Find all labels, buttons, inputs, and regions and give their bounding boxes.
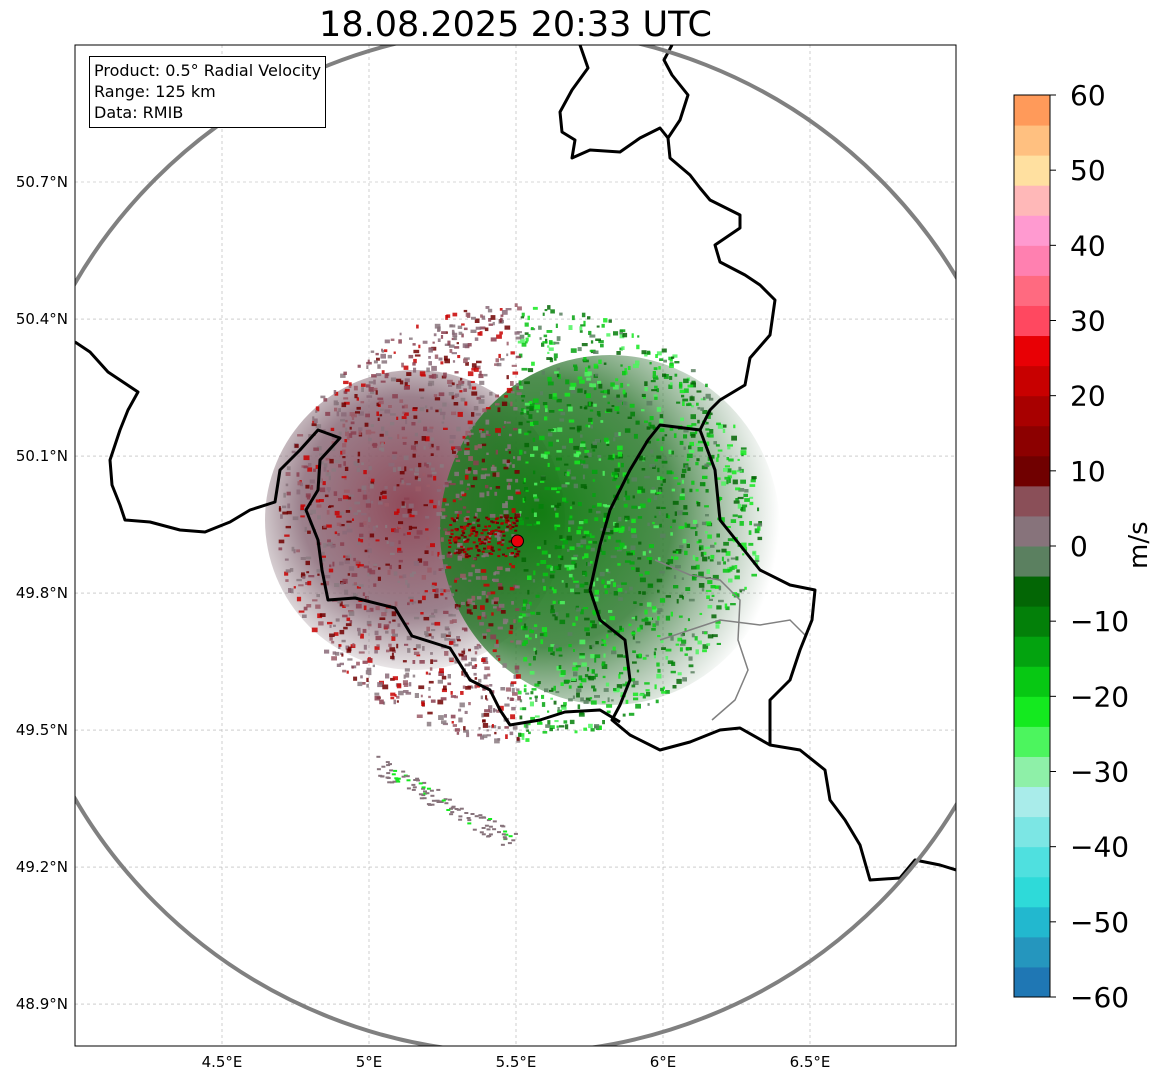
colorbar-segment — [1014, 576, 1050, 607]
x-tick-label: 6.5°E — [790, 1053, 831, 1071]
colorbar-segment — [1014, 125, 1050, 156]
colorbar-segment — [1014, 485, 1050, 517]
colorbar-segment — [1014, 816, 1050, 848]
colorbar-segment — [1014, 906, 1050, 938]
x-tick-label: 4.5°E — [202, 1053, 243, 1071]
map-frame — [74, 44, 957, 1047]
colorbar-segment — [1014, 185, 1050, 216]
info-source: Data: RMIB — [94, 103, 184, 122]
colorbar-tick-label: 60 — [1070, 79, 1106, 112]
colorbar-tick-label: 10 — [1070, 455, 1106, 488]
colorbar-tick-label: 20 — [1070, 380, 1106, 413]
border-lux-germany — [698, 429, 956, 882]
colorbar-tick-label: −60 — [1070, 981, 1129, 1014]
colorbar-segment — [1014, 245, 1050, 276]
colorbar-segment — [1014, 275, 1050, 306]
colorbar-tick-label: −10 — [1070, 605, 1129, 638]
y-tick-label: 49.5°N — [16, 721, 68, 739]
x-tick-label: 5.5°E — [496, 1053, 537, 1071]
colorbar-tick-label: 40 — [1070, 229, 1106, 262]
colorbar-segment — [1014, 215, 1050, 246]
colorbar-segment — [1014, 455, 1050, 487]
colorbar-tick-label: 50 — [1070, 154, 1106, 187]
info-product: Product: 0.5° Radial Velocity — [94, 61, 322, 80]
colorbar-segment — [1014, 546, 1050, 577]
colorbar-segment — [1014, 876, 1050, 908]
y-tick-label: 48.9°N — [16, 995, 68, 1013]
colorbar-tick-label: −40 — [1070, 831, 1129, 864]
y-axis-ticks: 50.7°N 50.4°N 50.1°N 49.8°N 49.5°N 49.2°N 48.9… — [16, 173, 68, 1013]
colorbar-segment — [1014, 936, 1050, 968]
colorbar: 60 50 40 30 20 10 0 −10 −20 −30 −40 −50 −60 — [1013, 79, 1129, 1014]
border-france-belgium — [75, 340, 621, 727]
colorbar-segment — [1014, 786, 1050, 818]
colorbar-segment — [1014, 305, 1050, 337]
colorbar-segment — [1014, 606, 1050, 637]
x-axis-ticks: 4.5°E 5°E 5.5°E 6°E 6.5°E — [202, 1053, 831, 1071]
border-lux-internal — [654, 559, 749, 721]
country-borders — [75, 45, 956, 882]
colorbar-segment — [1014, 335, 1050, 367]
y-tick-label: 50.7°N — [16, 173, 68, 191]
colorbar-segment — [1014, 95, 1050, 126]
y-tick-label: 49.2°N — [16, 858, 68, 876]
colorbar-segment — [1014, 756, 1050, 788]
y-tick-label: 50.1°N — [16, 447, 68, 465]
radar-site-marker — [510, 534, 524, 548]
border-lux-internal-2 — [659, 619, 806, 641]
colorbar-segment — [1014, 636, 1050, 667]
x-tick-label: 5°E — [356, 1053, 383, 1071]
border-lux-belgium — [588, 45, 777, 591]
colorbar-segment — [1014, 395, 1050, 427]
border-netherlands — [558, 45, 670, 160]
colorbar-tick-label: 0 — [1070, 530, 1088, 563]
colorbar-label: m/s — [1124, 521, 1154, 569]
map-title: 18.08.2025 20:33 UTC — [319, 5, 712, 45]
y-tick-label: 49.8°N — [16, 584, 68, 602]
colorbar-segment — [1014, 515, 1050, 547]
colorbar-tick-label: −20 — [1070, 680, 1129, 713]
border-lux-south — [588, 589, 771, 752]
colorbar-segment — [1014, 726, 1050, 757]
colorbar-segment — [1014, 666, 1050, 697]
product-info-box: Product: 0.5° Radial Velocity Range: 125… — [89, 56, 327, 128]
colorbar-segment — [1014, 966, 1050, 998]
colorbar-tick-label: −30 — [1070, 756, 1129, 789]
colorbar-segment — [1014, 696, 1050, 727]
x-tick-label: 6°E — [650, 1053, 677, 1071]
colorbar-tick-label: −50 — [1070, 906, 1129, 939]
colorbar-segment — [1014, 425, 1050, 457]
colorbar-tick-label: 30 — [1070, 305, 1106, 338]
y-tick-label: 50.4°N — [16, 310, 68, 328]
colorbar-segment — [1014, 365, 1050, 397]
radar-echoes — [265, 303, 780, 846]
colorbar-segment — [1014, 846, 1050, 878]
colorbar-segment — [1014, 155, 1050, 186]
info-range: Range: 125 km — [94, 82, 216, 101]
